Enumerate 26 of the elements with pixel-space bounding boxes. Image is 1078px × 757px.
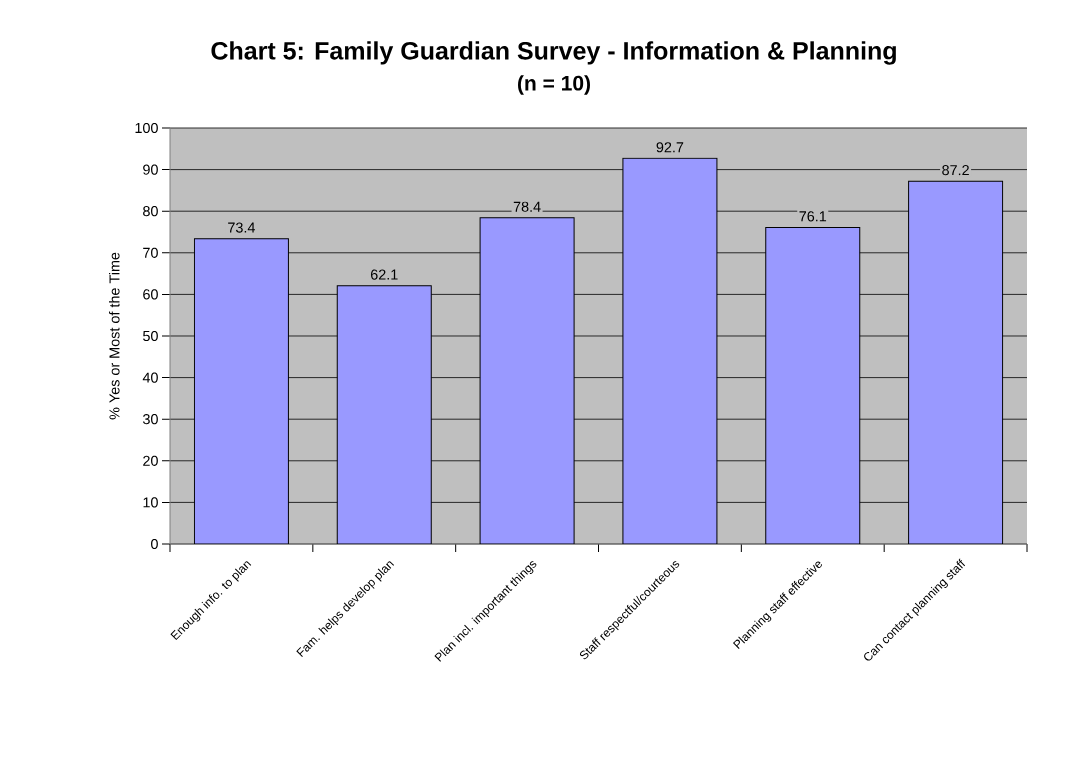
y-tick-label: 10	[143, 497, 158, 508]
y-tick-label: 80	[143, 206, 158, 217]
y-tick-label: 60	[143, 289, 158, 300]
chart-title: Chart 5: Family Guardian Survey - Information & Planning	[211, 41, 896, 65]
data-label: 92.7	[656, 142, 684, 153]
bar	[336, 285, 432, 544]
chart-subtitle: (n = 10)	[518, 75, 590, 95]
y-tick-label: 90	[143, 164, 158, 175]
y-tick-label: 100	[135, 122, 158, 134]
data-label: 87.2	[942, 165, 969, 176]
bar	[765, 226, 861, 544]
y-tick-label: 20	[143, 455, 158, 466]
data-label: 62.1	[370, 269, 398, 280]
data-label: 73.4	[228, 222, 256, 233]
y-tick-label: 0	[151, 538, 158, 550]
data-label: 78.4	[513, 201, 541, 212]
y-tick-label: 50	[143, 330, 158, 342]
bar	[622, 157, 718, 544]
bar	[193, 238, 289, 544]
y-tick-label: 70	[143, 247, 158, 258]
y-tick-label: 40	[142, 372, 158, 383]
bar	[908, 180, 1004, 544]
bar	[479, 217, 575, 544]
data-label: 76.1	[799, 211, 827, 222]
y-tick-label: 30	[143, 414, 158, 425]
y-axis-title: % Yes or Most of the Time	[109, 252, 120, 420]
